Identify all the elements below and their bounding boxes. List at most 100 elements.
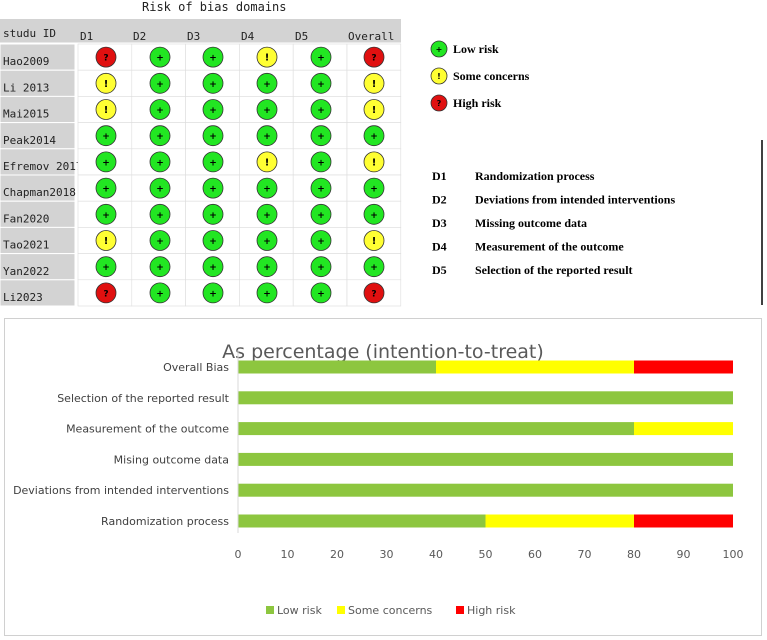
judgement-dot-low [149,151,171,173]
judgement-dot-low [95,203,117,225]
judgement-dot-low [363,125,385,147]
x-tick-label: 60 [528,548,542,561]
domain-key-label: Randomization process [475,169,595,183]
x-tick-label: 30 [380,548,394,561]
judgement-symbol: + [317,132,325,142]
judgement-dot-low [149,125,171,147]
bar-segment-low-risk [238,360,436,374]
category-label: Deviations from intended interventions [13,484,229,497]
study-id-cell [0,69,76,97]
domain-key-label: Measurement of the outcome [475,240,624,254]
x-tick-label: 10 [281,548,295,561]
judgement-dot-low [363,203,385,225]
judgement-symbol: + [209,132,217,142]
legend-dot-high [430,94,448,112]
domain-header-d1: D1 [80,30,93,43]
judgement-symbol: + [209,54,217,64]
judgement-symbol: + [102,185,110,195]
judgement-symbol: + [317,263,325,273]
domain-header-d2: D2 [133,30,146,43]
judgement-dot-low [256,72,278,94]
legend-swatch-low-risk [266,606,274,614]
judgement-symbol: + [156,132,164,142]
legend-swatch-high-risk [456,606,464,614]
study-id-cell [0,253,76,281]
bar-segment-low-risk [238,422,634,436]
judgement-symbol: + [209,80,217,90]
judgement-symbol: ? [103,289,108,299]
legend-label: Low risk [277,604,322,617]
judgement-symbol: + [317,185,325,195]
study-id-cell [0,200,76,228]
study-id-label: Peak2014 [3,134,56,147]
legend-label: High risk [467,604,516,617]
bar-segment-some-concerns [485,514,634,528]
x-tick-label: 70 [578,548,592,561]
judgement-symbol: + [209,211,217,221]
judgement-dot-low [149,46,171,68]
judgement-dot-some [363,99,385,120]
judgement-dot-low [202,282,224,304]
judgement-symbol: + [102,132,110,142]
judgement-symbol: + [156,106,164,116]
x-tick-label: 100 [723,548,744,561]
judgement-symbol: + [370,132,378,142]
study-id-label: Efremov 2017 [3,160,82,173]
judgement-symbol: + [317,237,325,247]
legend-dot-some [430,67,448,85]
risk-of-bias-traffic-light-plot: Risk of bias domains studu ID D1 D2 D3 D4 D5 Ov… [0,0,763,307]
judgement-dot-low [363,177,385,199]
judgement-dot-high [363,282,385,304]
judgement-symbol: + [317,106,325,116]
judgement-dot-low [149,230,171,251]
judgement-dot-low [310,282,332,304]
judgement-dot-low [310,46,332,68]
judgement-symbol: ? [371,289,376,299]
x-tick-label: 40 [429,548,443,561]
judgement-dot-low [95,151,117,173]
x-tick-label: 0 [235,548,242,561]
judgement-symbol: + [209,185,217,195]
judgement-symbol: + [156,185,164,195]
study-id-cell [0,279,76,307]
domain-key-code: D1 [432,169,447,183]
judgement-dot-low [95,125,117,147]
judgement-dot-low [149,72,171,94]
x-tick-label: 50 [479,548,493,561]
judgement-symbol: + [370,211,378,221]
bar-segment-some-concerns [634,422,733,436]
judgement-symbol: ! [265,53,270,64]
chart-title: As percentage (intention-to-treat) [222,341,544,363]
legend-symbol: ! [437,72,441,81]
judgement-symbol: + [370,185,378,195]
judgement-symbol: ! [104,105,109,116]
judgement-symbol: + [156,80,164,90]
judgement-symbol: ? [371,54,376,64]
judgement-symbol: + [156,158,164,168]
judgement-symbol: + [263,237,271,247]
judgement-symbol: ! [265,157,270,168]
judgement-symbol: + [156,237,164,247]
judgement-symbol: + [209,158,217,168]
judgement-symbol: + [317,158,325,168]
judgement-symbol: + [156,211,164,221]
judgement-dot-low [256,282,278,304]
x-tick-label: 20 [330,548,344,561]
judgement-dot-some [95,72,117,94]
category-label: Overall Bias [163,361,229,374]
judgement-symbol: + [156,289,164,299]
x-tick-label: 90 [677,548,691,561]
judgement-dot-low [149,203,171,225]
study-id-label: Li 2013 [3,81,49,94]
judgement-symbol: + [156,263,164,273]
judgement-symbol: + [263,80,271,90]
judgement-dot-low [256,177,278,199]
domain-header-overall: Overall [348,30,394,43]
category-label: Randomization process [101,515,229,528]
domain-key-code: D2 [432,193,447,207]
study-id-cell [0,122,76,150]
judgement-symbol: + [263,289,271,299]
domain-key-label: Missing outcome data [475,216,587,230]
study-id-cell [0,226,76,255]
judgement-symbol: ! [372,236,377,247]
